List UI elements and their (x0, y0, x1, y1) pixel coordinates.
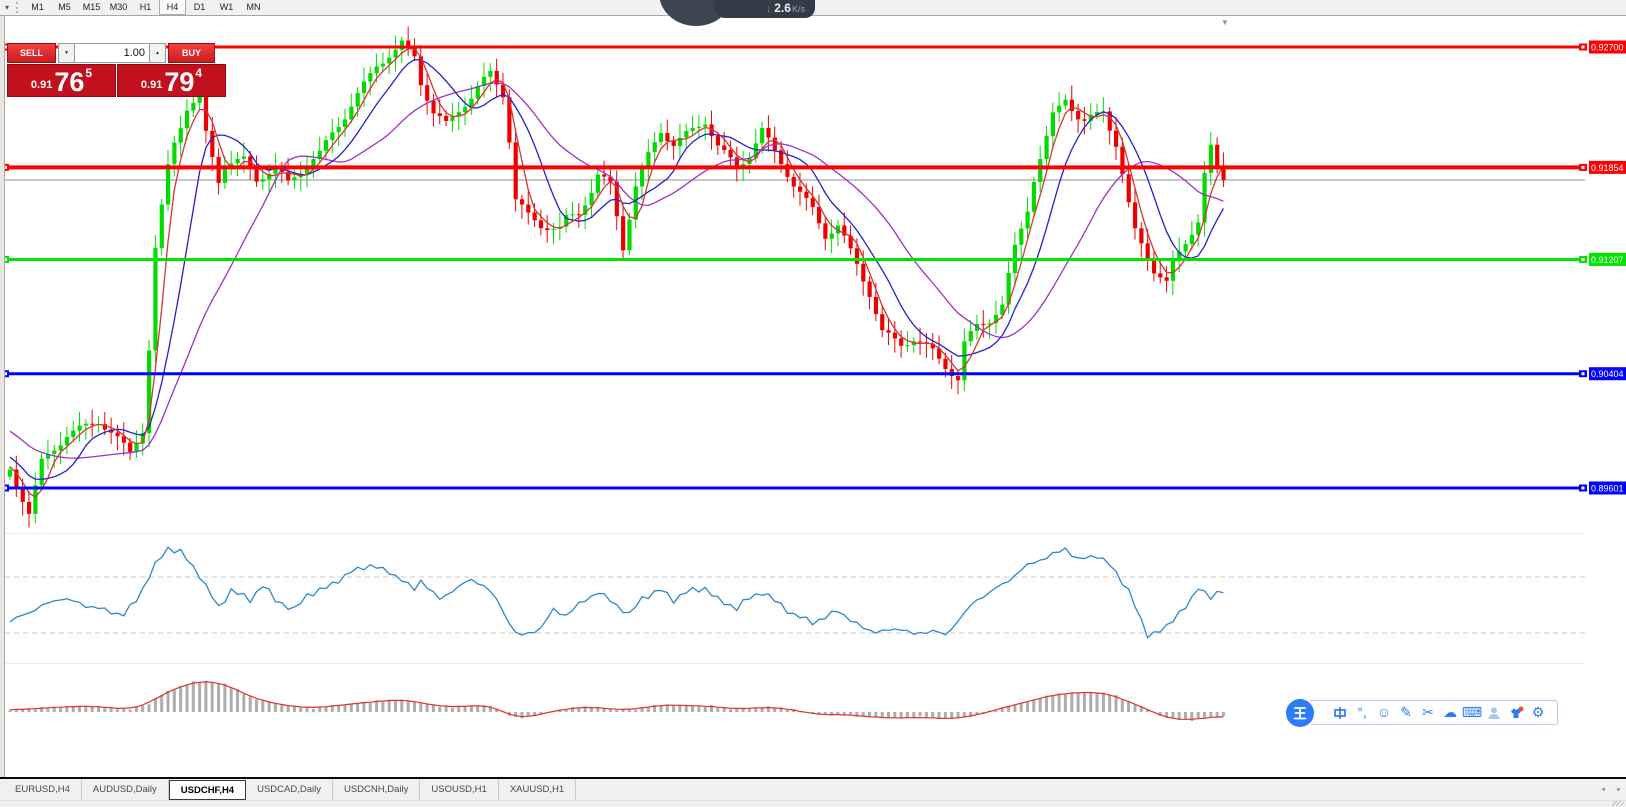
chart-tab-usdcad[interactable]: USDCAD,Daily (246, 779, 333, 800)
candlestick-chart-canvas[interactable]: 0.92700 0.91854 0.91207 0.90404 0.89601 (0, 16, 1626, 777)
download-speed-unit: K/s (791, 4, 805, 14)
ask-price-prefix: 0.91 (140, 79, 163, 91)
ma-slow-line (9, 82, 1224, 459)
chart-tab-eurusd[interactable]: EURUSD,H4 (4, 779, 82, 800)
ime-icon-row: °, ☺ ✎ ✂ ☁ ⌨ ⚙ (1329, 701, 1549, 724)
price-level-label: 0.90404 (1591, 369, 1624, 379)
timeframe-buttons: M1 M5 M15 M30 H1 H4 D1 W1 MN (24, 0, 267, 15)
handwriting-icon[interactable]: ✎ (1400, 704, 1412, 720)
account-icon[interactable] (1483, 701, 1505, 724)
download-speed-value: 2.6 (774, 1, 791, 15)
bid-price-box[interactable]: 0.91 76 5 (7, 64, 116, 97)
chart-tabs: EURUSD,H4 AUDUSD,Daily USDCHF,H4 USDCAD,Dai… (0, 779, 577, 800)
ma-fast-line (9, 47, 1224, 498)
indicator1-line (9, 546, 1224, 639)
chart-tab-usdcnh[interactable]: USDCNH,Daily (333, 779, 421, 800)
ask-price-box[interactable]: 0.91 79 4 (117, 64, 226, 97)
cloud-icon[interactable]: ☁ (1443, 704, 1457, 720)
settings-icon[interactable]: ⚙ (1531, 704, 1545, 720)
histogram-bars (8, 680, 1225, 721)
chart-tab-audusd[interactable]: AUDUSD,Daily (82, 779, 169, 800)
price-level-label: 0.92700 (1591, 43, 1624, 53)
ask-price-main: 79 (164, 67, 195, 97)
emoji-icon[interactable]: ☺ (1376, 704, 1392, 720)
price-level-line: 0.91207 (2, 252, 1626, 266)
ime-toolbar: °, ☺ ✎ ✂ ☁ ⌨ ⚙ (1286, 699, 1558, 727)
spinner-up-icon: ▲ (155, 50, 160, 56)
download-arrow-icon: ↓ (765, 3, 772, 15)
timeframe-button-m5[interactable]: M5 (58, 2, 71, 12)
spinner-down-icon: ▼ (64, 50, 69, 56)
one-click-trading-panel: SELL ▼ 1.00 ▲ BUY 0.91 76 5 0.91 79 4 (7, 43, 227, 97)
toolbar-grip[interactable] (16, 2, 18, 13)
skin-icon[interactable] (1505, 701, 1527, 724)
panel-collapse-icon[interactable]: ▼ (1221, 18, 1229, 27)
window-left-border (0, 16, 5, 777)
bid-price-main: 76 (54, 67, 85, 97)
chart-tab-bar: EURUSD,H4 AUDUSD,Daily USDCHF,H4 USDCAD,Dai… (0, 779, 1626, 800)
chart-tab-xauusd[interactable]: XAUUSD,H1 (499, 779, 577, 800)
chart-tab-usdchf[interactable]: USDCHF,H4 (168, 780, 247, 800)
price-level-line: 0.91854 (2, 160, 1626, 174)
tab-scroll-right-icon[interactable]: ► (1616, 786, 1622, 793)
window-resize-grip[interactable] (1612, 801, 1624, 806)
timeframe-button-m15[interactable]: M15 (82, 2, 101, 12)
price-level-label: 0.91207 (1591, 255, 1624, 265)
volume-decrease-button[interactable]: ▼ (58, 43, 74, 63)
timeframe-button-d1[interactable]: D1 (193, 2, 206, 12)
toolbar-overflow-icon[interactable]: ▾ (4, 3, 9, 12)
candles (8, 26, 1226, 528)
timeframe-button-mn[interactable]: MN (246, 2, 261, 12)
timeframe-button-m1[interactable]: M1 (31, 2, 44, 12)
tab-scroll-left-icon[interactable]: ◄ (1600, 786, 1607, 793)
timeframe-button-h4[interactable]: H4 (159, 0, 186, 15)
sell-button[interactable]: SELL (7, 43, 56, 63)
price-level-line: 0.90404 (2, 367, 1626, 381)
chinese-mode-icon[interactable] (1329, 701, 1351, 724)
price-level-label: 0.91854 (1591, 163, 1624, 173)
chart-tab-usousd[interactable]: USOUSD,H1 (420, 779, 499, 800)
screenshot-icon[interactable]: ✂ (1422, 704, 1434, 720)
punctuation-icon[interactable]: °, (1357, 704, 1367, 720)
ma-mid-line (9, 58, 1225, 480)
ime-logo-icon[interactable] (1286, 699, 1314, 727)
keyboard-icon[interactable]: ⌨ (1461, 704, 1483, 720)
price-level-line: 0.92700 (2, 40, 1626, 54)
ask-price-pip: 4 (195, 66, 203, 80)
chart-window (0, 16, 1626, 777)
volume-increase-button[interactable]: ▲ (150, 43, 166, 63)
network-speed-pill: ↓ 2.6 K/s (715, 0, 815, 18)
bid-price-pip: 5 (85, 66, 93, 80)
bid-price-prefix: 0.91 (30, 79, 53, 91)
timeframe-button-w1[interactable]: W1 (219, 2, 234, 12)
timeframe-button-h1[interactable]: H1 (139, 2, 152, 12)
status-bar (0, 800, 1626, 807)
timeframe-button-m30[interactable]: M30 (109, 2, 128, 12)
volume-input[interactable]: 1.00 (74, 43, 150, 63)
chart-bottom-border (0, 777, 1626, 779)
indicator2-signal-line (9, 681, 1224, 720)
buy-button[interactable]: BUY (168, 43, 215, 63)
price-level-label: 0.89601 (1591, 483, 1624, 493)
price-level-line: 0.89601 (2, 481, 1626, 495)
